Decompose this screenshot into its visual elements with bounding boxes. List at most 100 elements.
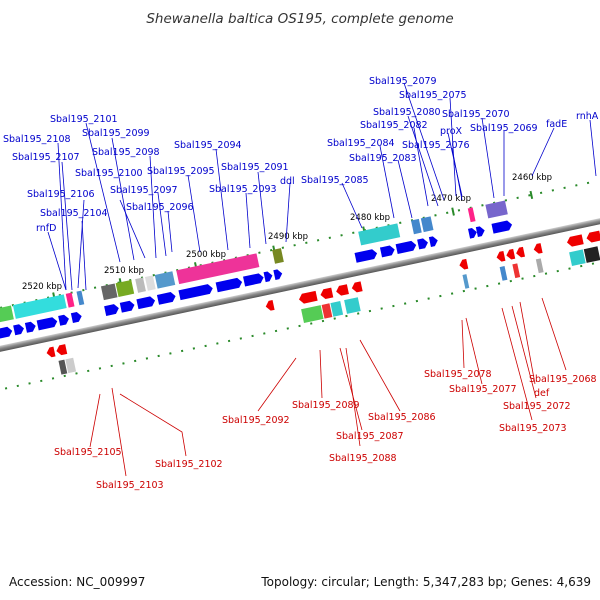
gene-feature[interactable] [358, 223, 401, 246]
gene-feature[interactable] [321, 303, 333, 319]
gene-feature[interactable] [272, 248, 284, 264]
gene-label[interactable]: fadE [546, 119, 567, 130]
gene-arrow[interactable] [354, 248, 379, 263]
gene-feature[interactable] [535, 258, 544, 274]
gene-label[interactable]: Sbal195_2107 [12, 152, 80, 163]
gene-arrow[interactable] [104, 303, 120, 316]
gene-label[interactable]: Sbal195_2069 [470, 123, 538, 134]
gene-arrow[interactable] [351, 281, 363, 293]
gene-label[interactable]: Sbal195_2094 [174, 140, 242, 151]
gene-label[interactable]: Sbal195_2088 [329, 453, 397, 464]
gene-arrow[interactable] [586, 230, 600, 244]
gene-arrow[interactable] [136, 296, 156, 310]
gene-arrow[interactable] [263, 271, 274, 283]
gene-label[interactable]: Sbal195_2095 [147, 166, 215, 177]
gene-label[interactable]: Sbal195_2070 [442, 109, 510, 120]
gene-label[interactable]: Sbal195_2082 [360, 120, 428, 131]
gene-label[interactable]: Sbal195_2104 [40, 208, 108, 219]
gene-arrow[interactable] [0, 326, 13, 339]
gene-label[interactable]: Sbal195_2076 [402, 140, 470, 151]
gene-label[interactable]: Sbal195_2089 [292, 400, 360, 411]
gene-label[interactable]: Sbal195_2077 [449, 384, 517, 395]
gene-feature[interactable] [65, 292, 75, 308]
gene-label[interactable]: Sbal195_2091 [221, 162, 289, 173]
gene-arrow[interactable] [533, 243, 543, 254]
gene-arrow[interactable] [58, 314, 70, 326]
gene-arrow[interactable] [475, 226, 486, 237]
gene-arrow[interactable] [273, 269, 283, 281]
gene-arrow[interactable] [417, 238, 429, 250]
gene-label[interactable]: ddl [280, 176, 295, 187]
gene-feature[interactable] [330, 300, 344, 317]
gene-feature[interactable] [135, 277, 146, 293]
gene-label[interactable]: Sbal195_2099 [82, 128, 150, 139]
gene-label[interactable]: Sbal195_2097 [110, 185, 178, 196]
gene-label[interactable]: Sbal195_2093 [209, 184, 277, 195]
gene-arrow[interactable] [70, 311, 83, 324]
gene-arrow[interactable] [178, 283, 213, 301]
gene-arrow[interactable] [467, 227, 478, 239]
gene-arrow[interactable] [496, 250, 506, 262]
gene-label[interactable]: Sbal195_2096 [126, 202, 194, 213]
gene-arrow[interactable] [13, 323, 25, 336]
gene-label[interactable]: Sbal195_2080 [373, 107, 441, 118]
gene-feature[interactable] [12, 294, 67, 319]
gene-label[interactable]: Sbal195_2079 [369, 76, 437, 87]
gene-label[interactable]: Sbal195_2078 [424, 369, 492, 380]
gene-arrow[interactable] [243, 273, 265, 287]
gene-label[interactable]: rnfD [36, 223, 56, 234]
gene-feature[interactable] [100, 283, 118, 301]
gene-feature[interactable] [569, 249, 586, 267]
gene-arrow[interactable] [319, 287, 334, 300]
gene-label[interactable]: Sbal195_2068 [529, 374, 597, 385]
gene-feature[interactable] [583, 246, 600, 263]
gene-feature[interactable] [65, 357, 77, 374]
gene-label[interactable]: Sbal195_2073 [499, 423, 567, 434]
gene-feature[interactable] [420, 216, 434, 233]
gene-arrow[interactable] [36, 316, 59, 331]
gene-arrow[interactable] [428, 235, 439, 247]
gene-label[interactable]: Sbal195_2092 [222, 415, 290, 426]
gene-feature[interactable] [344, 297, 361, 314]
gene-label[interactable]: Sbal195_2084 [327, 138, 395, 149]
gene-label[interactable]: rnhA [576, 111, 599, 122]
gene-arrow[interactable] [215, 277, 244, 293]
gene-arrow[interactable] [515, 246, 526, 258]
gene-arrow[interactable] [265, 300, 275, 311]
gene-feature[interactable] [499, 266, 508, 281]
gene-label[interactable]: Sbal195_2108 [3, 134, 71, 145]
gene-feature[interactable] [485, 200, 508, 219]
gene-label[interactable]: Sbal195_2105 [54, 447, 122, 458]
gene-feature[interactable] [467, 207, 476, 223]
gene-feature[interactable] [144, 275, 156, 291]
gene-arrow[interactable] [505, 248, 516, 260]
gene-feature[interactable] [411, 218, 422, 235]
gene-arrow[interactable] [335, 284, 349, 296]
gene-label[interactable]: Sbal195_2103 [96, 480, 164, 491]
gene-feature[interactable] [58, 359, 68, 375]
gene-label[interactable]: Sbal195_2100 [75, 168, 143, 179]
gene-arrow[interactable] [46, 346, 56, 358]
gene-arrow[interactable] [156, 291, 177, 305]
gene-feature[interactable] [176, 253, 260, 285]
gene-arrow[interactable] [458, 258, 469, 270]
gene-label[interactable]: Sbal195_2085 [301, 175, 369, 186]
gene-label[interactable]: Sbal195_2101 [50, 114, 118, 125]
gene-label[interactable]: Sbal195_2098 [92, 147, 160, 158]
gene-label[interactable]: Sbal195_2083 [349, 153, 417, 164]
gene-label[interactable]: proX [440, 126, 463, 137]
gene-label[interactable]: Sbal195_2086 [368, 412, 436, 423]
gene-label[interactable]: Sbal195_2075 [399, 90, 467, 101]
gene-label[interactable]: Sbal195_2087 [336, 431, 404, 442]
gene-label[interactable]: Sbal195_2102 [155, 459, 223, 470]
gene-label[interactable]: Sbal195_2072 [503, 401, 571, 412]
gene-feature[interactable] [0, 305, 14, 323]
gene-feature[interactable] [76, 290, 85, 306]
gene-label[interactable]: Sbal195_2106 [27, 189, 95, 200]
gene-arrow[interactable] [119, 300, 136, 313]
gene-arrow[interactable] [395, 240, 418, 255]
gene-arrow[interactable] [566, 234, 584, 247]
gene-feature[interactable] [154, 271, 176, 289]
gene-label[interactable]: def [534, 388, 550, 399]
